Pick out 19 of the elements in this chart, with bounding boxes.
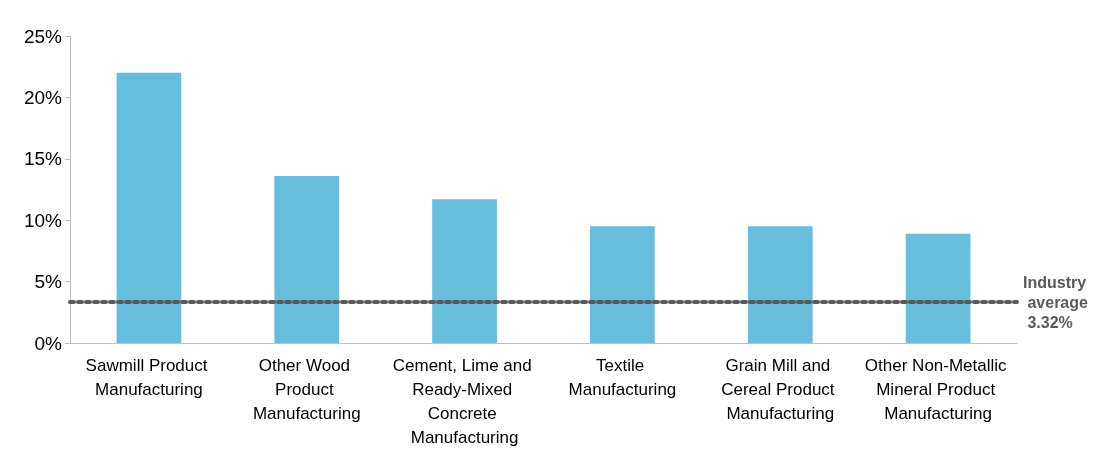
x-tick-label: Cement, Lime and Ready-Mixed Concrete Manufacturing [392,355,537,447]
x-tick-label: Textile Manufacturing [568,355,677,399]
bar [590,226,655,343]
x-tick-label: Other Non-Metallic Mineral Product Manufacturing [864,355,1012,423]
bar [116,72,182,343]
x-tick-label: Other Wood Product Manufacturing [252,355,361,423]
y-tick-label: 15% [23,148,63,170]
x-tick-label: Grain Mill and Cereal Product Manufacturing [721,355,840,423]
y-tick-label: 20% [23,86,63,108]
y-tick-label: 0% [34,332,63,354]
y-tick-label: 25% [23,25,63,47]
x-tick-label: Sawmill Product Manufacturing [85,355,213,399]
bar [432,199,497,343]
bar [905,233,971,343]
bar [747,226,813,343]
bar [274,175,340,343]
y-tick-label: 10% [23,209,63,231]
ref-line-label: Industry average 3.32% [1023,273,1089,331]
y-tick-label: 5% [34,271,63,293]
